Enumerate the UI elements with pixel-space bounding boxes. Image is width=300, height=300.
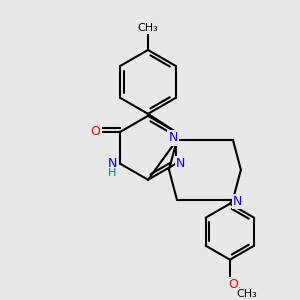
Text: N: N xyxy=(168,131,178,144)
Text: N: N xyxy=(233,195,243,208)
Text: N: N xyxy=(176,157,185,170)
Text: CH₃: CH₃ xyxy=(138,23,158,33)
Text: CH₃: CH₃ xyxy=(236,289,257,298)
Text: O: O xyxy=(90,125,100,138)
Text: H: H xyxy=(108,168,116,178)
Text: O: O xyxy=(228,278,238,291)
Text: N: N xyxy=(108,157,117,170)
